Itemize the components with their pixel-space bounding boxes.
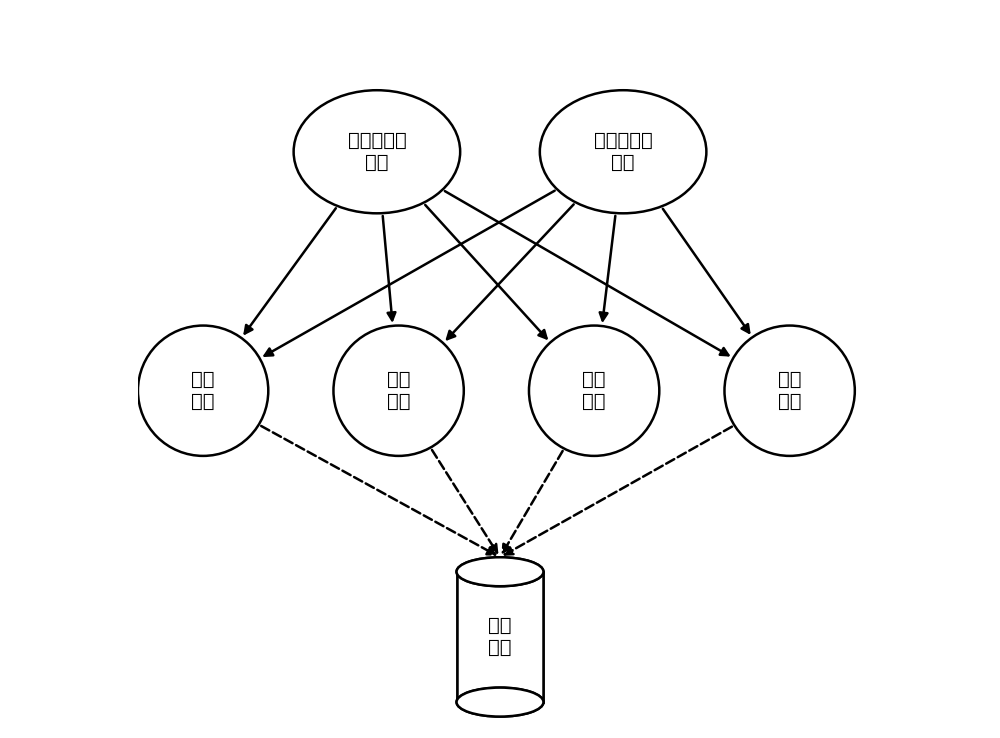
Ellipse shape bbox=[457, 688, 543, 717]
Text: 参数服务器
节点: 参数服务器 节点 bbox=[594, 131, 652, 172]
Text: 工作
节点: 工作 节点 bbox=[582, 370, 606, 411]
Ellipse shape bbox=[457, 688, 543, 717]
Ellipse shape bbox=[457, 557, 543, 586]
Bar bbox=[457, 572, 543, 701]
Text: 工作
节点: 工作 节点 bbox=[778, 370, 801, 411]
Ellipse shape bbox=[457, 557, 543, 586]
Text: 工作
节点: 工作 节点 bbox=[387, 370, 410, 411]
Ellipse shape bbox=[540, 90, 706, 213]
Text: 工作
节点: 工作 节点 bbox=[191, 370, 215, 411]
Bar bbox=[457, 572, 543, 702]
Ellipse shape bbox=[138, 325, 268, 456]
Ellipse shape bbox=[294, 90, 460, 213]
Text: 存储
节点: 存储 节点 bbox=[488, 616, 512, 658]
Ellipse shape bbox=[333, 325, 464, 456]
Ellipse shape bbox=[724, 325, 855, 456]
Text: 参数服务器
节点: 参数服务器 节点 bbox=[348, 131, 406, 172]
Ellipse shape bbox=[529, 325, 659, 456]
